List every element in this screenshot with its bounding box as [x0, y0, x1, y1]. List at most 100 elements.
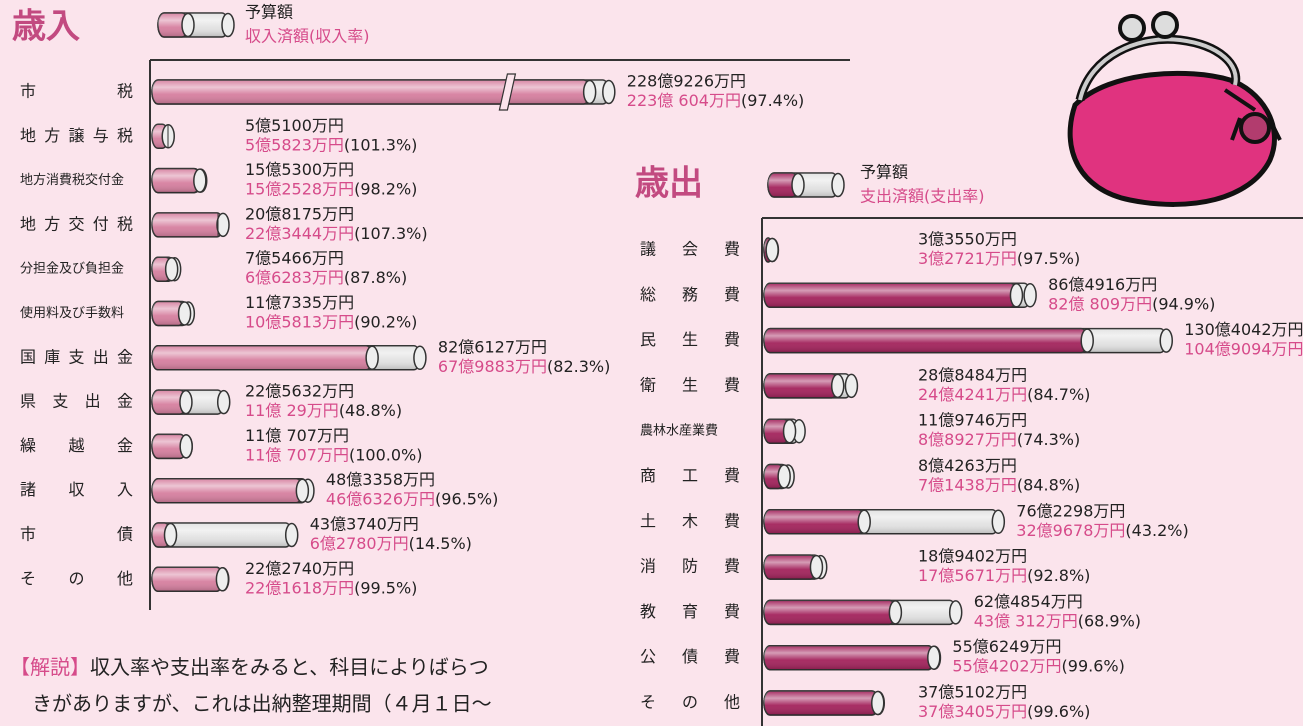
actual-bar — [152, 567, 228, 591]
actual-bar-cap — [166, 258, 178, 281]
actual-label: 17億5671万円 — [918, 566, 1027, 585]
actual-label-line: 55億4202万円(99.6%) — [952, 656, 1124, 675]
actual-bar-cap — [766, 239, 778, 262]
legend-swatch-cap — [792, 174, 804, 197]
actual-bar — [152, 434, 192, 458]
category-label: 土木費 — [640, 511, 740, 530]
category-label: 諸収入 — [20, 480, 133, 499]
rate-label: (99.5%) — [354, 578, 417, 597]
actual-bar-cap — [1010, 284, 1022, 307]
legend-swatch-cap — [832, 174, 844, 197]
category-label: 商工費 — [640, 466, 740, 485]
rate-label: (92.8%) — [1027, 566, 1090, 585]
actual-label-line: 43億 312万円(68.9%) — [974, 611, 1141, 630]
actual-bar-sheen — [152, 346, 372, 370]
actual-bar — [764, 646, 940, 670]
actual-bar-cap — [216, 568, 228, 591]
actual-bar-cap — [832, 374, 844, 397]
budget-label: 22億5632万円 — [245, 382, 354, 401]
actual-bar — [152, 169, 206, 193]
actual-label-line: 15億2528万円(98.2%) — [245, 179, 417, 198]
actual-label: 11億 29万円 — [245, 401, 339, 420]
budget-bar-cap — [218, 391, 230, 414]
actual-bar-cap — [180, 435, 192, 458]
budget-label: 228億9226万円 — [627, 72, 746, 91]
rate-label: (68.9%) — [1078, 611, 1141, 630]
actual-bar-cap — [872, 692, 884, 715]
category-label: 分担金及び負担金 — [20, 262, 124, 277]
actual-label-line: 82億 809万円(94.9%) — [1048, 294, 1215, 313]
chart-title: 歳入 — [12, 7, 80, 47]
budget-label: 11億 707万円 — [245, 426, 349, 445]
actual-label: 24億4241万円 — [918, 384, 1027, 403]
infographic: 【解説】収入率や支出率をみると、科目によりばらつ きがありますが、これは出納整理… — [0, 0, 1303, 726]
budget-label: 55億6249万円 — [952, 637, 1061, 656]
budget-label: 28億8484万円 — [918, 365, 1027, 384]
actual-label-line: 11億 29万円(48.8%) — [245, 401, 402, 420]
budget-label: 130億4042万円 — [1184, 320, 1303, 339]
budget-label: 11億7335万円 — [245, 293, 354, 312]
budget-label: 3億3550万円 — [918, 230, 1017, 249]
actual-bar-sheen — [152, 80, 590, 104]
category-label: 地方消費税交付金 — [20, 172, 124, 188]
actual-label-line: 5億5823万円(101.3%) — [245, 135, 417, 154]
budget-label: 7億5466万円 — [245, 249, 344, 268]
actual-label: 82億 809万円 — [1048, 294, 1152, 313]
actual-label-line: 223億 604万円(97.4%) — [627, 91, 804, 110]
actual-bar-sheen — [764, 600, 895, 624]
actual-bar-cap — [296, 479, 308, 502]
rate-label: (99.6%) — [1062, 656, 1125, 675]
rate-label: (82.3%) — [547, 356, 610, 375]
actual-bar-sheen — [764, 691, 878, 715]
category-label: 農林水産業費 — [640, 423, 718, 439]
actual-label-line: 22億1618万円(99.5%) — [245, 578, 417, 597]
rate-label: (99.6%) — [1027, 702, 1090, 721]
actual-label: 67億9883万円 — [438, 356, 547, 375]
actual-bar-cap — [194, 169, 206, 192]
actual-label-line: 17億5671万円(92.8%) — [918, 566, 1090, 585]
actual-bar-cap — [179, 302, 191, 325]
actual-label: 43億 312万円 — [974, 611, 1078, 630]
category-label: 市税 — [20, 82, 133, 101]
budget-bar-cap — [845, 374, 857, 397]
actual-bar-sheen — [764, 646, 934, 670]
actual-bar — [152, 302, 191, 326]
actual-bar-cap — [928, 646, 940, 669]
actual-bar-cap — [889, 601, 901, 624]
category-label: 地方譲与税 — [20, 126, 133, 145]
actual-bar-sheen — [152, 567, 222, 591]
category-label: 国庫支出金 — [20, 347, 133, 366]
actual-bar — [152, 346, 378, 370]
actual-label-line: 8億8927万円(74.3%) — [918, 430, 1080, 449]
actual-label-line: 7億1438万円(84.8%) — [918, 475, 1080, 494]
actual-label-line: 6億2780万円(14.5%) — [310, 534, 472, 553]
actual-bar-sheen — [764, 283, 1016, 307]
actual-bar-sheen — [764, 329, 1087, 353]
actual-label: 5億5823万円 — [245, 135, 344, 154]
actual-bar-cap — [180, 391, 192, 414]
category-label: 市債 — [20, 525, 133, 544]
rate-label: (97.4%) — [741, 91, 804, 110]
category-label: 議会費 — [640, 240, 740, 259]
actual-bar-cap — [165, 524, 177, 547]
category-label: その他 — [20, 569, 133, 588]
budget-bar-cap — [950, 601, 962, 624]
actual-bar-cap — [1081, 329, 1093, 352]
legend-label: 収入済額(収入率) — [245, 27, 370, 46]
rate-label: (107.3%) — [354, 223, 428, 242]
actual-bar — [764, 691, 884, 715]
actual-bar — [764, 465, 790, 489]
actual-bar-cap — [217, 213, 229, 236]
actual-label: 55億4202万円 — [952, 656, 1061, 675]
rate-label: (97.5%) — [1017, 249, 1080, 268]
budget-bar-cap — [1024, 284, 1036, 307]
legend-label: 予算額 — [860, 163, 908, 182]
rate-label: (48.8%) — [339, 401, 402, 420]
actual-label: 8億8927万円 — [918, 430, 1017, 449]
chart-title: 歳出 — [635, 164, 703, 204]
category-label: 衛生費 — [640, 375, 740, 394]
budget-label: 8億4263万円 — [918, 456, 1017, 475]
budget-label: 20億8175万円 — [245, 204, 354, 223]
actual-label: 32億9678万円 — [1016, 520, 1125, 539]
budget-label: 11億9746万円 — [918, 411, 1027, 430]
